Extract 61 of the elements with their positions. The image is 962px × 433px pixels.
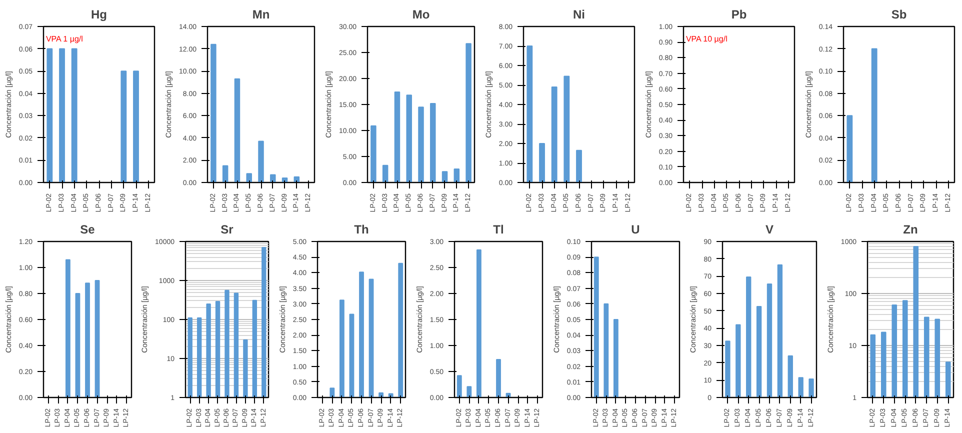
bar	[476, 249, 482, 398]
annotation: VPA 1 µg/l	[46, 34, 84, 44]
bar	[777, 264, 783, 398]
bar	[798, 377, 804, 398]
bar	[613, 319, 618, 398]
chart-title: Pb	[731, 8, 747, 22]
chart-title: Se	[80, 222, 96, 236]
bar	[788, 355, 793, 398]
bar	[564, 76, 570, 182]
bar	[94, 280, 100, 398]
bar	[370, 125, 376, 182]
bar	[430, 102, 436, 182]
bar	[330, 388, 335, 398]
bar	[349, 314, 354, 398]
bar	[756, 306, 762, 398]
chart-title: Ni	[573, 8, 585, 22]
chart-title: Tl	[493, 222, 504, 236]
bar	[576, 150, 582, 182]
bar	[766, 283, 772, 398]
bar	[456, 375, 462, 398]
chart-title: Sr	[220, 222, 234, 236]
bar	[222, 165, 228, 182]
annotation: VPA 10 µg/l	[686, 34, 728, 44]
chart-title: Zn	[903, 222, 918, 236]
bar	[234, 78, 240, 182]
chart-title: Hg	[91, 8, 107, 22]
bar	[418, 106, 424, 182]
chart-title: Mo	[412, 8, 430, 22]
bar	[442, 171, 448, 182]
chart-title: Sb	[891, 8, 907, 22]
bar	[382, 164, 388, 182]
chart-title: V	[766, 222, 774, 236]
bar	[539, 143, 545, 182]
bar	[398, 262, 404, 398]
bar	[551, 86, 558, 182]
bar	[746, 276, 752, 398]
bar	[604, 303, 609, 398]
bar	[466, 43, 472, 182]
bar	[594, 256, 599, 398]
chart-title: U	[631, 222, 640, 236]
bar	[339, 300, 344, 398]
bar	[359, 272, 364, 398]
bar	[368, 278, 374, 398]
bar	[406, 94, 412, 182]
bar	[210, 44, 216, 182]
chart-title: Th	[354, 222, 369, 236]
chart-title: Mn	[252, 8, 270, 22]
bar	[526, 46, 533, 182]
bar	[808, 378, 814, 398]
bar	[736, 324, 741, 398]
bar	[394, 92, 400, 182]
bar	[496, 359, 501, 398]
bar	[258, 140, 264, 182]
bar	[454, 168, 460, 182]
bar	[75, 293, 80, 398]
bar	[466, 386, 472, 398]
bar	[270, 174, 276, 182]
bar	[85, 282, 90, 398]
bar	[246, 173, 252, 182]
bar	[65, 259, 70, 398]
bar	[725, 340, 730, 398]
